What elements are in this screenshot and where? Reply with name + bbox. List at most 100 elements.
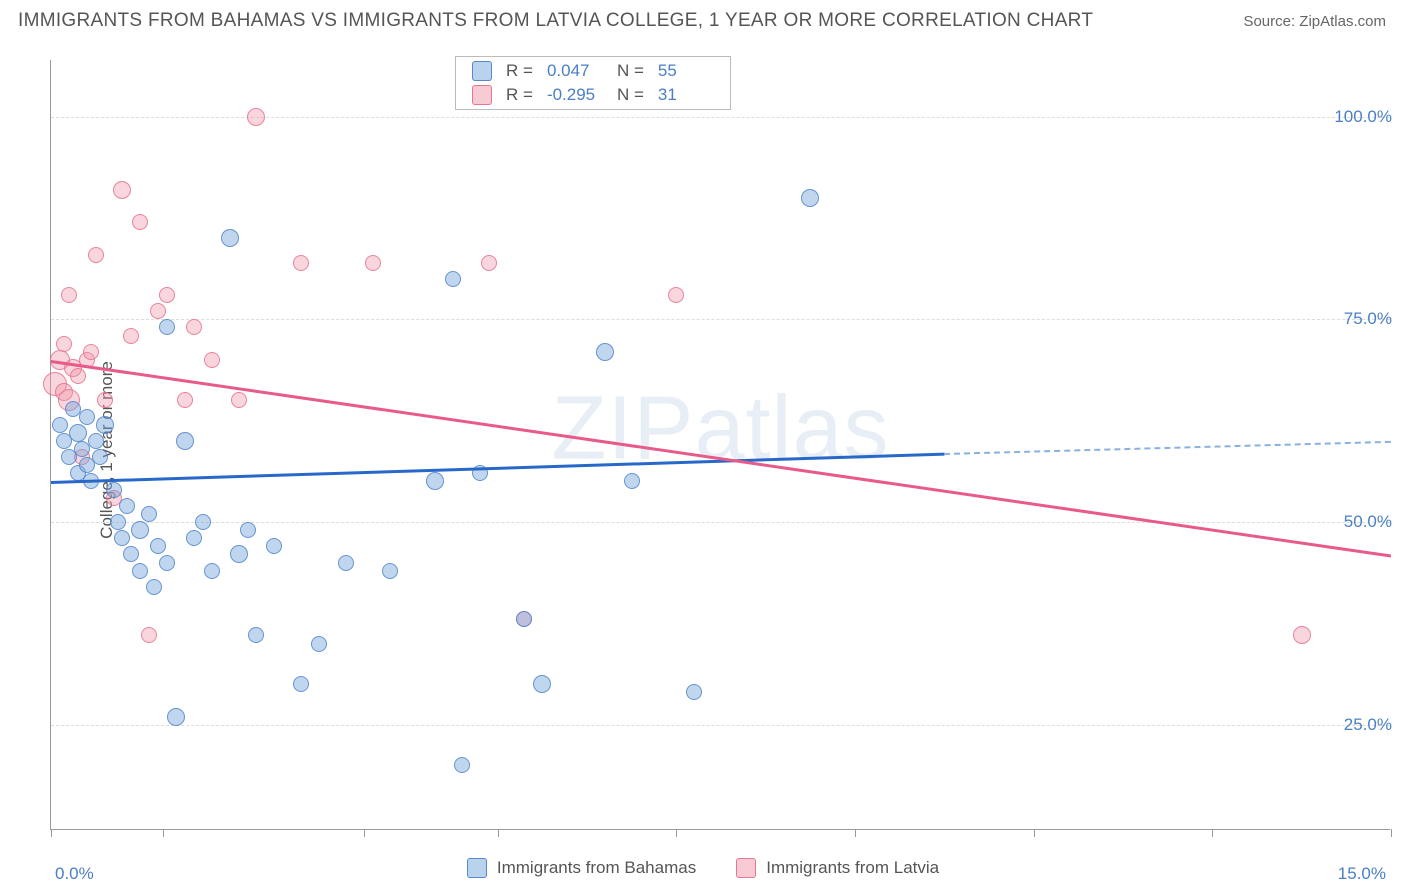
data-point bbox=[92, 449, 108, 465]
data-point bbox=[686, 684, 702, 700]
data-point bbox=[382, 563, 398, 579]
y-tick-label: 50.0% bbox=[1344, 512, 1392, 532]
swatch-pink-icon bbox=[736, 858, 756, 878]
data-point bbox=[248, 627, 264, 643]
data-point bbox=[61, 287, 77, 303]
y-tick-label: 25.0% bbox=[1344, 715, 1392, 735]
data-point bbox=[123, 328, 139, 344]
data-point bbox=[88, 247, 104, 263]
data-point bbox=[114, 530, 130, 546]
data-point bbox=[204, 352, 220, 368]
x-tick-left: 0.0% bbox=[55, 864, 94, 884]
r-value: 0.047 bbox=[547, 61, 603, 81]
data-point bbox=[596, 343, 614, 361]
data-point bbox=[150, 538, 166, 554]
data-point bbox=[150, 303, 166, 319]
data-point bbox=[69, 424, 87, 442]
data-point bbox=[240, 522, 256, 538]
legend-label: Immigrants from Bahamas bbox=[497, 858, 696, 878]
data-point bbox=[481, 255, 497, 271]
data-point bbox=[247, 108, 265, 126]
data-point bbox=[186, 530, 202, 546]
data-point bbox=[204, 563, 220, 579]
data-point bbox=[311, 636, 327, 652]
data-point bbox=[533, 675, 551, 693]
data-point bbox=[131, 521, 149, 539]
legend-item-latvia: Immigrants from Latvia bbox=[736, 858, 939, 878]
trend-line bbox=[944, 441, 1391, 455]
data-point bbox=[426, 472, 444, 490]
data-point bbox=[83, 344, 99, 360]
swatch-pink-icon bbox=[472, 85, 492, 105]
data-point bbox=[113, 181, 131, 199]
data-point bbox=[668, 287, 684, 303]
x-tick bbox=[1212, 829, 1213, 837]
data-point bbox=[110, 514, 126, 530]
r-label: R = bbox=[506, 85, 533, 105]
x-tick-right: 15.0% bbox=[1338, 864, 1386, 884]
data-point bbox=[266, 538, 282, 554]
r-label: R = bbox=[506, 61, 533, 81]
data-point bbox=[159, 555, 175, 571]
data-point bbox=[176, 432, 194, 450]
n-label: N = bbox=[617, 85, 644, 105]
data-point bbox=[141, 506, 157, 522]
data-point bbox=[97, 392, 113, 408]
legend-item-bahamas: Immigrants from Bahamas bbox=[467, 858, 696, 878]
r-value: -0.295 bbox=[547, 85, 603, 105]
gridline-h bbox=[51, 319, 1390, 320]
swatch-blue-icon bbox=[467, 858, 487, 878]
watermark-light: atlas bbox=[694, 379, 889, 479]
gridline-h bbox=[51, 725, 1390, 726]
data-point bbox=[132, 563, 148, 579]
data-point bbox=[230, 545, 248, 563]
legend-row-latvia: R = -0.295 N = 31 bbox=[456, 83, 730, 107]
x-tick bbox=[498, 829, 499, 837]
data-point bbox=[177, 392, 193, 408]
n-value: 31 bbox=[658, 85, 714, 105]
data-point bbox=[365, 255, 381, 271]
correlation-legend: R = 0.047 N = 55 R = -0.295 N = 31 bbox=[455, 56, 731, 110]
x-tick bbox=[1034, 829, 1035, 837]
data-point bbox=[338, 555, 354, 571]
x-tick bbox=[855, 829, 856, 837]
data-point bbox=[56, 336, 72, 352]
trend-line bbox=[51, 453, 944, 484]
y-tick-label: 75.0% bbox=[1344, 309, 1392, 329]
data-point bbox=[445, 271, 461, 287]
data-point bbox=[454, 757, 470, 773]
data-point bbox=[70, 368, 86, 384]
data-point bbox=[119, 498, 135, 514]
data-point bbox=[167, 708, 185, 726]
data-point bbox=[186, 319, 202, 335]
n-label: N = bbox=[617, 61, 644, 81]
title-bar: IMMIGRANTS FROM BAHAMAS VS IMMIGRANTS FR… bbox=[0, 0, 1406, 40]
data-point bbox=[96, 416, 114, 434]
chart-area: ZIPatlas bbox=[50, 60, 1390, 830]
source-label: Source: ZipAtlas.com bbox=[1243, 13, 1386, 30]
data-point bbox=[293, 255, 309, 271]
x-tick bbox=[676, 829, 677, 837]
n-value: 55 bbox=[658, 61, 714, 81]
x-tick bbox=[1391, 829, 1392, 837]
data-point bbox=[52, 417, 68, 433]
data-point bbox=[624, 473, 640, 489]
chart-title: IMMIGRANTS FROM BAHAMAS VS IMMIGRANTS FR… bbox=[18, 10, 1093, 32]
data-point bbox=[293, 676, 309, 692]
legend-row-bahamas: R = 0.047 N = 55 bbox=[456, 59, 730, 83]
legend-label: Immigrants from Latvia bbox=[766, 858, 939, 878]
data-point bbox=[106, 482, 122, 498]
data-point bbox=[231, 392, 247, 408]
data-point bbox=[195, 514, 211, 530]
x-tick bbox=[364, 829, 365, 837]
data-point bbox=[141, 627, 157, 643]
data-point bbox=[123, 546, 139, 562]
series-legend: Immigrants from Bahamas Immigrants from … bbox=[0, 858, 1406, 878]
data-point bbox=[801, 189, 819, 207]
data-point bbox=[516, 611, 532, 627]
data-point bbox=[132, 214, 148, 230]
x-tick bbox=[163, 829, 164, 837]
data-point bbox=[159, 287, 175, 303]
swatch-blue-icon bbox=[472, 61, 492, 81]
data-point bbox=[221, 229, 239, 247]
